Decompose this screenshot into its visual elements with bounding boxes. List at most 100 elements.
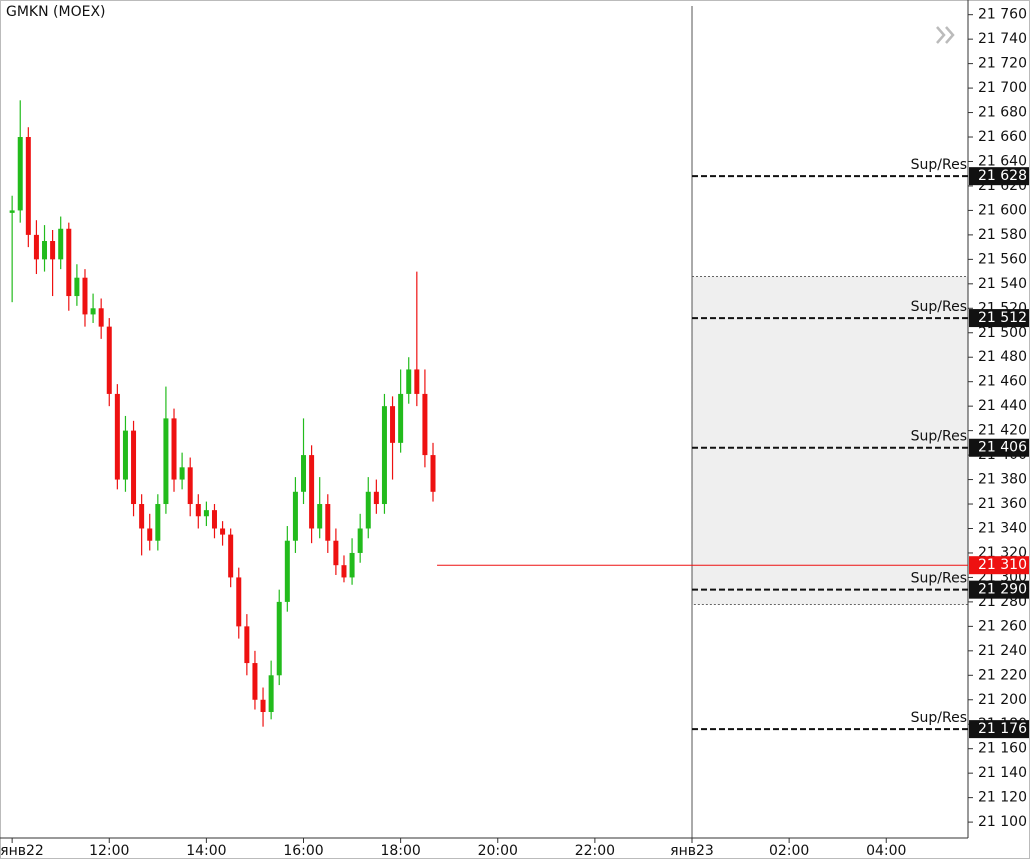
last-price-box xyxy=(969,556,1029,575)
candle-body xyxy=(203,510,209,517)
candle-body xyxy=(122,430,128,480)
y-tick-label: 21 380 xyxy=(978,472,1027,488)
level-label-box xyxy=(969,720,1029,739)
candle-body xyxy=(90,308,96,315)
level-name: Sup/Res xyxy=(911,429,967,445)
candle-body xyxy=(179,467,185,480)
level-name: Sup/Res xyxy=(911,299,967,315)
y-tick-label: 21 700 xyxy=(978,80,1027,96)
y-tick-label: 21 100 xyxy=(978,814,1027,830)
candle-body xyxy=(58,228,64,260)
x-tick-label: 04:00 xyxy=(866,843,906,859)
y-tick-label: 21 220 xyxy=(978,667,1027,683)
candle-body xyxy=(244,626,250,664)
candle-body xyxy=(341,565,347,578)
x-tick-label: янв22 xyxy=(0,843,44,859)
last-price-label: 21 310 xyxy=(978,557,1027,573)
level-label-box xyxy=(969,167,1029,186)
level-label: 21 290 xyxy=(978,582,1027,598)
candle-body xyxy=(292,491,298,541)
level-label-box xyxy=(969,580,1029,599)
candle-body xyxy=(325,504,331,541)
candle-body xyxy=(106,326,112,394)
chart-title: GMKN (MOEX) xyxy=(6,4,106,20)
candle-body xyxy=(195,504,201,517)
x-tick-label: 14:00 xyxy=(186,843,226,859)
level-name: Sup/Res xyxy=(911,157,967,173)
y-tick-label: 21 140 xyxy=(978,765,1027,781)
candle-body xyxy=(349,552,355,578)
candle-body xyxy=(422,393,428,456)
candle-body xyxy=(430,455,436,492)
y-tick-label: 21 160 xyxy=(978,741,1027,757)
candle-body xyxy=(276,601,282,676)
y-tick-label: 21 720 xyxy=(978,56,1027,72)
y-tick-label: 21 120 xyxy=(978,790,1027,806)
collapse-icon[interactable] xyxy=(936,26,955,44)
candle-body xyxy=(33,234,39,260)
y-tick-label: 21 260 xyxy=(978,618,1027,634)
candle-body xyxy=(50,241,56,260)
y-tick-label: 21 740 xyxy=(978,31,1027,47)
candle-body xyxy=(98,308,104,327)
y-tick-label: 21 420 xyxy=(978,423,1027,439)
candle-body xyxy=(74,277,80,297)
y-tick-label: 21 500 xyxy=(978,325,1027,341)
candle-body xyxy=(131,430,137,505)
candle-body xyxy=(187,467,193,505)
x-tick-label: 20:00 xyxy=(478,843,518,859)
candle-body xyxy=(373,491,379,505)
candle-body xyxy=(406,369,412,394)
candle-body xyxy=(317,504,323,529)
level-name: Sup/Res xyxy=(911,710,967,726)
candle-body xyxy=(139,504,145,529)
x-tick-label: 18:00 xyxy=(380,843,420,859)
candle-body xyxy=(236,577,242,627)
x-tick-label: 22:00 xyxy=(575,843,615,859)
candle-body xyxy=(414,369,420,394)
y-tick-label: 21 660 xyxy=(978,129,1027,145)
zone xyxy=(691,276,969,605)
candle-body xyxy=(82,277,88,315)
level-label-box xyxy=(969,438,1029,457)
level-label-box xyxy=(969,309,1029,328)
candle-body xyxy=(220,528,226,535)
y-tick-label: 21 540 xyxy=(978,276,1027,292)
candle-body xyxy=(390,406,396,443)
candle-body xyxy=(155,504,161,541)
y-tick-label: 21 580 xyxy=(978,227,1027,243)
candle-body xyxy=(260,699,266,712)
candle-body xyxy=(114,393,120,480)
candle-body xyxy=(252,663,258,700)
x-tick-label: янв23 xyxy=(670,843,714,859)
candle-body xyxy=(301,455,307,492)
candle-body xyxy=(398,393,404,443)
y-tick-label: 21 760 xyxy=(978,7,1027,23)
level-label: 21 406 xyxy=(978,440,1027,456)
candle-body xyxy=(268,675,274,712)
candle-body xyxy=(309,455,315,529)
y-tick-label: 21 340 xyxy=(978,520,1027,536)
y-tick-label: 21 560 xyxy=(978,251,1027,267)
y-tick-label: 21 360 xyxy=(978,496,1027,512)
y-tick-label: 21 240 xyxy=(978,643,1027,659)
level-label: 21 512 xyxy=(978,310,1027,326)
candle-body xyxy=(147,528,153,541)
candle-body xyxy=(66,228,72,297)
candle-body xyxy=(284,540,290,602)
candle-body xyxy=(333,540,339,566)
x-tick-label: 02:00 xyxy=(769,843,809,859)
candle-body xyxy=(365,491,371,529)
candle-body xyxy=(9,210,15,213)
candle-body xyxy=(163,418,169,505)
y-tick-label: 21 460 xyxy=(978,374,1027,390)
candle-body xyxy=(228,534,234,578)
level-label: 21 176 xyxy=(978,721,1027,737)
y-tick-label: 21 600 xyxy=(978,202,1027,218)
y-tick-label: 21 200 xyxy=(978,692,1027,708)
candle-body xyxy=(381,406,387,505)
level-name: Sup/Res xyxy=(911,571,967,587)
x-tick-label: 12:00 xyxy=(89,843,129,859)
candle-body xyxy=(357,528,363,553)
